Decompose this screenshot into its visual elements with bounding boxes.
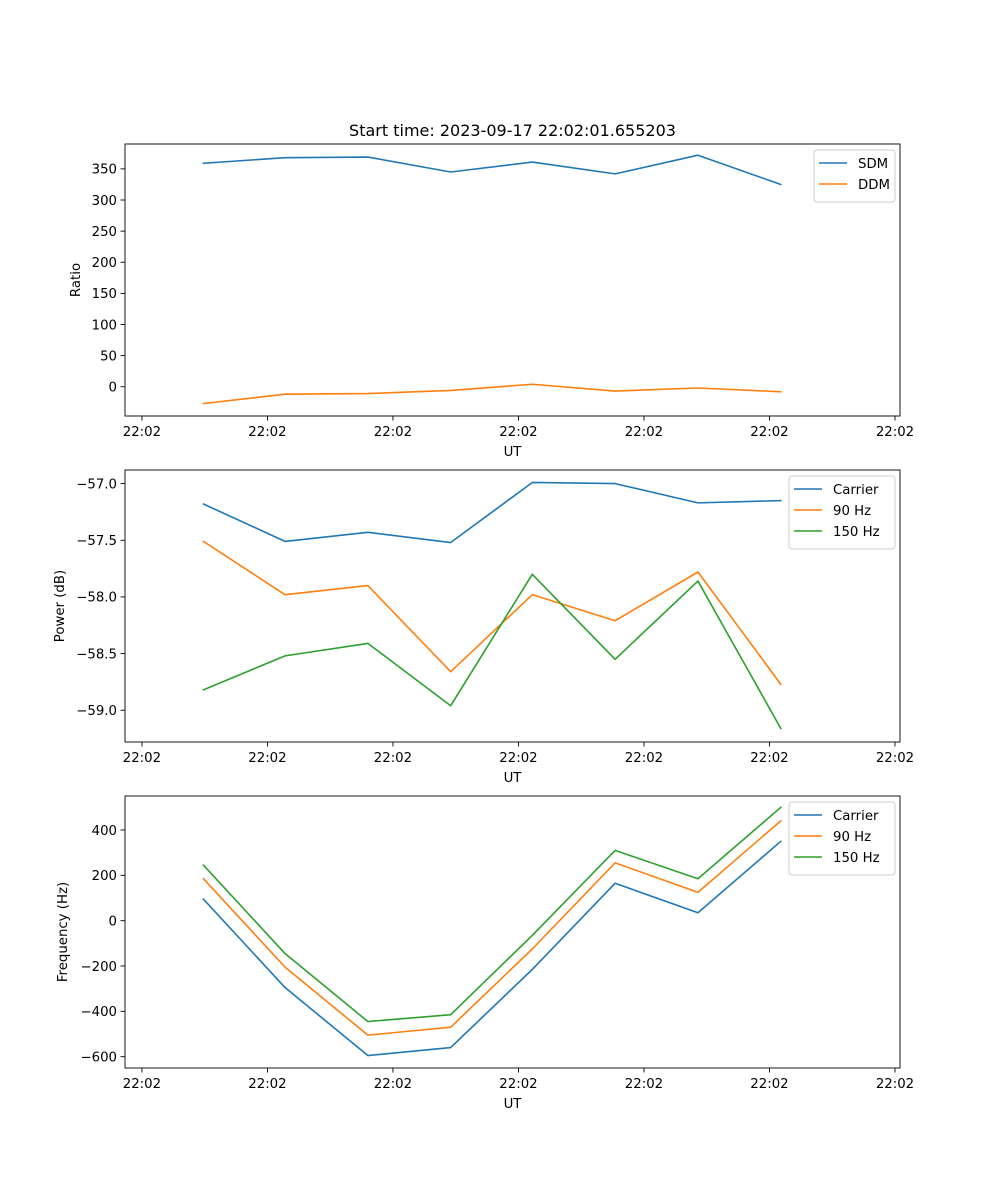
series-lines (202, 154, 782, 405)
series-line-sdm (202, 154, 782, 186)
legend-label: 90 Hz (833, 504, 871, 519)
frequency-panel: UT Frequency (Hz) 22:02 22:02 22:02 22:02 22… (56, 795, 914, 1112)
y-tick-label: 200 (92, 256, 117, 271)
legend-label: SDM (858, 157, 888, 172)
legend: Carrier 90 Hz 150 Hz (788, 801, 896, 876)
x-tick-label: 22:02 (876, 425, 914, 440)
series-line-carrier (202, 840, 782, 1057)
power-panel: UT Power (dB) 22:02 22:02 22:02 22:02 22:02 2… (53, 469, 914, 786)
x-tick-label: 22:02 (248, 751, 286, 766)
series-line-150-hz (202, 573, 782, 730)
y-tick-label: −59.0 (76, 704, 117, 719)
x-tick-label: 22:02 (123, 1077, 161, 1092)
y-tick-label: 400 (92, 824, 117, 839)
y-tick-label: 0 (109, 914, 117, 929)
x-axis-label: UT (504, 445, 523, 460)
x-tick-label: 22:02 (625, 425, 663, 440)
legend: SDM DDM (813, 149, 896, 203)
x-tick-label: 22:02 (248, 425, 286, 440)
y-tick-label: −57.5 (76, 534, 117, 549)
x-tick-label: 22:02 (248, 1077, 286, 1092)
series-lines (202, 481, 782, 730)
y-tick-label: −600 (80, 1050, 117, 1065)
plot-frame (124, 795, 901, 1069)
legend-label: Carrier (833, 809, 879, 824)
x-tick-label: 22:02 (499, 1077, 537, 1092)
y-tick-label: 0 (109, 381, 117, 396)
series-lines (202, 806, 782, 1057)
x-tick-label: 22:02 (750, 425, 788, 440)
series-line-90-hz (202, 540, 782, 686)
y-tick-label: −200 (80, 960, 117, 975)
y-tick-label: 150 (92, 287, 117, 302)
y-axis-label: Ratio (69, 263, 84, 297)
legend: Carrier 90 Hz 150 Hz (788, 475, 896, 550)
y-tick-label: 200 (92, 869, 117, 884)
ratio-panel: Start time: 2023-09-17 22:02:01.655203 U… (69, 121, 914, 460)
series-line-150-hz (202, 806, 782, 1023)
legend-label: 90 Hz (833, 830, 871, 845)
x-tick-label: 22:02 (625, 751, 663, 766)
x-axis-label: UT (504, 1097, 523, 1112)
x-tick-label: 22:02 (123, 751, 161, 766)
y-tick-label: −58.0 (76, 591, 117, 606)
legend-label: 150 Hz (833, 851, 880, 866)
x-tick-label: 22:02 (750, 1077, 788, 1092)
x-tick-label: 22:02 (750, 751, 788, 766)
x-axis-label: UT (504, 771, 523, 786)
legend-label: DDM (858, 178, 890, 193)
series-line-90-hz (202, 819, 782, 1036)
x-tick-label: 22:02 (876, 1077, 914, 1092)
y-tick-label: 100 (92, 318, 117, 333)
y-tick-label: 300 (92, 194, 117, 209)
x-tick-label: 22:02 (374, 425, 412, 440)
y-axis-label: Frequency (Hz) (56, 882, 71, 982)
series-line-carrier (202, 481, 782, 544)
x-tick-label: 22:02 (876, 751, 914, 766)
x-tick-label: 22:02 (374, 1077, 412, 1092)
legend-label: 150 Hz (833, 525, 880, 540)
plot-frame (124, 143, 901, 417)
y-axis-label: Power (dB) (53, 570, 68, 642)
plot-frame (124, 469, 901, 743)
y-tick-label: 250 (92, 225, 117, 240)
y-tick-label: 50 (100, 349, 117, 364)
y-tick-label: −58.5 (76, 647, 117, 662)
chart-title: Start time: 2023-09-17 22:02:01.655203 (349, 121, 676, 140)
y-tick-label: −57.0 (76, 477, 117, 492)
y-tick-label: 350 (92, 163, 117, 178)
legend-label: Carrier (833, 483, 879, 498)
series-line-ddm (202, 383, 782, 405)
x-tick-label: 22:02 (499, 751, 537, 766)
x-tick-label: 22:02 (499, 425, 537, 440)
x-tick-label: 22:02 (123, 425, 161, 440)
x-tick-label: 22:02 (625, 1077, 663, 1092)
x-tick-label: 22:02 (374, 751, 412, 766)
y-tick-label: −400 (80, 1005, 117, 1020)
